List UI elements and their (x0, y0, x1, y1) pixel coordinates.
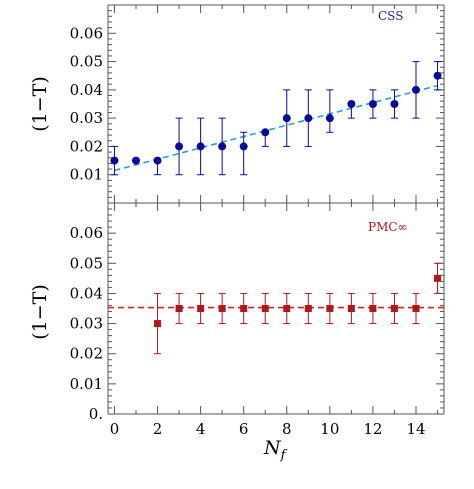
ytick-label: 0.02 (70, 345, 103, 363)
fit-line (114, 84, 438, 172)
data-point (347, 100, 356, 108)
xtick-label: 12 (363, 420, 382, 438)
x-axis-label: Nf (263, 437, 288, 463)
x-axis-label-subscript: f (280, 448, 288, 463)
xtick-label: 8 (282, 420, 292, 438)
data-point (154, 320, 162, 328)
data-point (304, 114, 313, 123)
data-point (218, 305, 226, 312)
ytick-label: 0.03 (70, 315, 103, 333)
data-point (326, 305, 334, 312)
data-point (390, 305, 398, 312)
data-point (240, 305, 248, 312)
ytick-label: 0.04 (70, 81, 103, 99)
ytick-label: 0.06 (70, 224, 103, 242)
data-point (175, 305, 183, 312)
ytick-label: 0.02 (70, 137, 103, 155)
top-fit-line-group (114, 84, 438, 172)
x-axis-label-main: N (263, 437, 282, 459)
top-ylabel: (1−T) (29, 76, 51, 132)
ytick-label: 0.01 (70, 166, 103, 184)
data-point (347, 305, 355, 312)
ytick-label: 0.04 (70, 284, 103, 302)
top-legend-label: CSS (378, 9, 403, 23)
data-point (412, 305, 420, 312)
ytick-label: 0.06 (70, 24, 103, 42)
top-ticks (108, 4, 444, 204)
data-point (239, 142, 248, 151)
ytick-label: 0.05 (70, 254, 103, 272)
xtick-label: 2 (153, 420, 163, 438)
ytick-label: 0.01 (70, 375, 103, 393)
data-point (196, 142, 205, 151)
top-markers (110, 71, 442, 165)
xtick-label: 4 (196, 420, 206, 438)
data-point (261, 128, 270, 137)
ytick-label: 0.05 (70, 53, 103, 71)
data-point (110, 156, 119, 165)
data-point (369, 305, 377, 312)
data-point (261, 305, 269, 312)
bottom-xtick-labels: 0 2 4 6 8 10 12 14 (110, 420, 426, 438)
xtick-label: 0 (110, 420, 120, 438)
bottom-ylabel: (1−T) (29, 284, 51, 340)
ytick-label: 0. (89, 405, 103, 423)
xtick-label: 14 (406, 420, 425, 438)
data-point (175, 142, 184, 151)
top-ytick-labels: 0.01 0.02 0.03 0.04 0.05 0.06 (70, 24, 103, 183)
data-point (153, 156, 162, 165)
bottom-panel: 0. 0.01 0.02 0.03 0.04 0.05 0.06 0 2 4 6 8 10 12 14 P… (29, 202, 445, 463)
data-point (283, 305, 291, 312)
xtick-label: 10 (320, 420, 339, 438)
data-point (368, 100, 377, 108)
data-point (282, 114, 291, 123)
xtick-label: 6 (239, 420, 249, 438)
top-panel: 0.01 0.02 0.03 0.04 0.05 0.06 CSS (1−T) (29, 4, 445, 204)
bottom-plot-frame (107, 202, 445, 415)
data-point (304, 305, 312, 312)
data-point (390, 100, 399, 108)
bottom-markers (154, 274, 442, 328)
data-point (197, 305, 205, 312)
bottom-legend-label: PMC∞ (368, 220, 408, 234)
bottom-ytick-labels: 0. 0.01 0.02 0.03 0.04 0.05 0.06 (70, 224, 103, 423)
data-point (433, 71, 442, 80)
data-point (218, 142, 227, 151)
data-point (325, 114, 334, 123)
data-point (434, 274, 442, 282)
data-point (132, 156, 140, 165)
data-point (412, 85, 420, 94)
ytick-label: 0.03 (70, 109, 103, 127)
